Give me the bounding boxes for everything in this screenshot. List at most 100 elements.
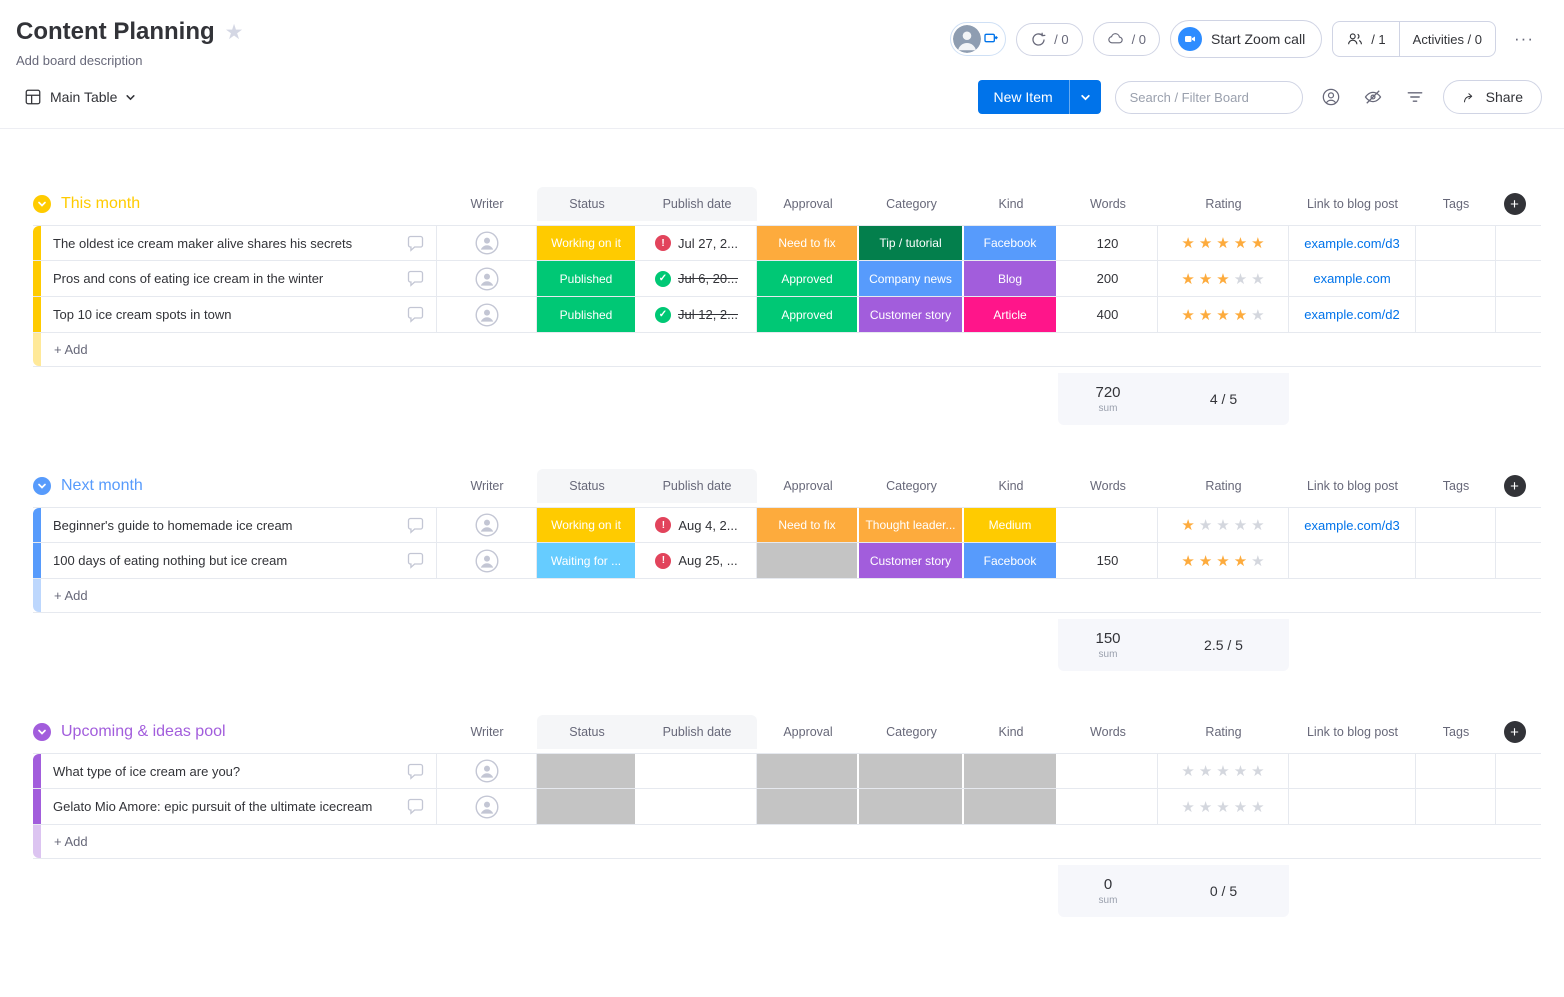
group-name[interactable]: Next month (61, 477, 143, 494)
column-header-status[interactable]: Status (537, 469, 637, 503)
column-header-publish-date[interactable]: Publish date (637, 187, 757, 221)
add-item-label[interactable]: + Add (54, 834, 88, 849)
add-column-button[interactable]: + (1503, 721, 1526, 743)
add-item-label[interactable]: + Add (54, 342, 88, 357)
chat-icon[interactable] (405, 515, 426, 536)
kind-cell[interactable]: Facebook (964, 543, 1058, 578)
filter-button[interactable] (1401, 83, 1429, 111)
rating-cell[interactable]: ★ ★ ★ ★ ★ (1158, 789, 1289, 824)
kind-cell[interactable]: Article (964, 297, 1058, 332)
approval-cell[interactable]: Approved (757, 297, 859, 332)
column-header-category[interactable]: Category (886, 197, 937, 211)
column-header-link[interactable]: Link to blog post (1306, 725, 1399, 739)
hidden-columns-button[interactable] (1359, 83, 1387, 111)
status-cell[interactable]: Waiting for ... (537, 543, 637, 578)
status-cell[interactable]: Published (537, 297, 637, 332)
words-cell[interactable]: 120 (1058, 226, 1158, 260)
group-collapse-icon[interactable] (33, 195, 51, 213)
column-header-tags[interactable]: Tags (1442, 725, 1470, 739)
publish-date-cell[interactable]: Jul 6, 20... (637, 261, 757, 296)
category-cell[interactable]: Tip / tutorial (859, 226, 964, 260)
group-collapse-icon[interactable] (33, 477, 51, 495)
rating-cell[interactable]: ★ ★ ★ ★ ★ (1158, 261, 1289, 296)
new-item-dropdown-icon[interactable] (1068, 80, 1101, 114)
add-item-row[interactable]: + Add (33, 825, 1541, 859)
group-title[interactable]: This month (33, 195, 437, 213)
column-header-kind[interactable]: Kind (998, 479, 1024, 493)
table-row[interactable]: 100 days of eating nothing but ice cream… (33, 543, 1541, 579)
new-item-label[interactable]: New Item (993, 89, 1053, 105)
new-item-button[interactable]: New Item (977, 80, 1101, 114)
publish-date-cell[interactable] (637, 754, 757, 788)
automations-button[interactable]: / 0 (1016, 22, 1083, 56)
item-name-cell[interactable]: Gelato Mio Amore: epic pursuit of the ul… (41, 789, 437, 824)
publish-date-cell[interactable]: Jul 12, 2... (637, 297, 757, 332)
category-cell[interactable]: Thought leader... (859, 508, 964, 542)
writer-cell[interactable] (437, 543, 537, 578)
publish-date-cell[interactable]: Aug 4, 2... (637, 508, 757, 542)
item-name-cell[interactable]: Beginner's guide to homemade ice cream (41, 508, 437, 542)
table-row[interactable]: Beginner's guide to homemade ice cream W… (33, 507, 1541, 543)
status-cell[interactable]: Working on it (537, 508, 637, 542)
search-input[interactable] (1114, 80, 1303, 114)
tags-cell[interactable] (1416, 226, 1496, 260)
link-cell[interactable] (1289, 754, 1416, 788)
approval-cell[interactable]: Need to fix (757, 508, 859, 542)
group-title[interactable]: Next month (33, 477, 437, 495)
status-cell[interactable] (537, 789, 637, 824)
column-header-kind[interactable]: Kind (998, 197, 1024, 211)
tags-cell[interactable] (1416, 789, 1496, 824)
link-cell[interactable]: example.com (1289, 261, 1416, 296)
column-header-status[interactable]: Status (537, 187, 637, 221)
approval-cell[interactable] (757, 543, 859, 578)
category-cell[interactable] (859, 789, 964, 824)
user-menu[interactable] (950, 22, 1007, 56)
start-zoom-call-button[interactable]: Start Zoom call (1170, 20, 1323, 58)
publish-date-cell[interactable]: Aug 25, ... (637, 543, 757, 578)
table-row[interactable]: The oldest ice cream maker alive shares … (33, 225, 1541, 261)
writer-cell[interactable] (437, 226, 537, 260)
tags-cell[interactable] (1416, 508, 1496, 542)
link-cell[interactable]: example.com/d3 (1289, 226, 1416, 260)
item-name-cell[interactable]: The oldest ice cream maker alive shares … (41, 226, 437, 260)
kind-cell[interactable]: Facebook (964, 226, 1058, 260)
column-header-words[interactable]: Words (1090, 197, 1126, 211)
column-header-approval[interactable]: Approval (783, 197, 833, 211)
group-collapse-icon[interactable] (33, 723, 51, 741)
link-cell[interactable]: example.com/d3 (1289, 508, 1416, 542)
group-title[interactable]: Upcoming & ideas pool (33, 723, 437, 741)
integrations-button[interactable]: / 0 (1092, 22, 1161, 56)
favorite-star-icon[interactable]: ★ (224, 20, 244, 44)
tags-cell[interactable] (1416, 297, 1496, 332)
rating-cell[interactable]: ★ ★ ★ ★ ★ (1158, 754, 1289, 788)
item-title[interactable]: Beginner's guide to homemade ice cream (53, 517, 293, 533)
board-members-button[interactable]: / 1 (1333, 22, 1398, 56)
column-header-rating[interactable]: Rating (1205, 197, 1242, 211)
link-cell[interactable] (1289, 789, 1416, 824)
column-header-publish-date[interactable]: Publish date (637, 715, 757, 749)
column-header-approval[interactable]: Approval (783, 479, 833, 493)
writer-cell[interactable] (437, 508, 537, 542)
activities-button[interactable]: Activities / 0 (1400, 24, 1495, 55)
item-name-cell[interactable]: 100 days of eating nothing but ice cream (41, 543, 437, 578)
add-item-row[interactable]: + Add (33, 579, 1541, 613)
kind-cell[interactable]: Medium (964, 508, 1058, 542)
add-item-label[interactable]: + Add (54, 588, 88, 603)
approval-cell[interactable]: Approved (757, 261, 859, 296)
link-cell[interactable]: example.com/d2 (1289, 297, 1416, 332)
board-description[interactable]: Add board description (16, 53, 143, 68)
group-name[interactable]: Upcoming & ideas pool (61, 723, 226, 740)
column-header-link[interactable]: Link to blog post (1306, 479, 1399, 493)
rating-cell[interactable]: ★ ★ ★ ★ ★ (1158, 226, 1289, 260)
rating-cell[interactable]: ★ ★ ★ ★ ★ (1158, 508, 1289, 542)
blog-post-link[interactable]: example.com (1313, 271, 1391, 286)
column-header-rating[interactable]: Rating (1205, 479, 1242, 493)
approval-cell[interactable] (757, 789, 859, 824)
add-column-button[interactable]: + (1503, 475, 1526, 497)
writer-cell[interactable] (437, 754, 537, 788)
blog-post-link[interactable]: example.com/d3 (1304, 517, 1400, 533)
approval-cell[interactable] (757, 754, 859, 788)
tags-cell[interactable] (1416, 754, 1496, 788)
table-row[interactable]: What type of ice cream are you? ★ ★ ★ ★ ★ (33, 753, 1541, 789)
column-header-words[interactable]: Words (1090, 479, 1126, 493)
